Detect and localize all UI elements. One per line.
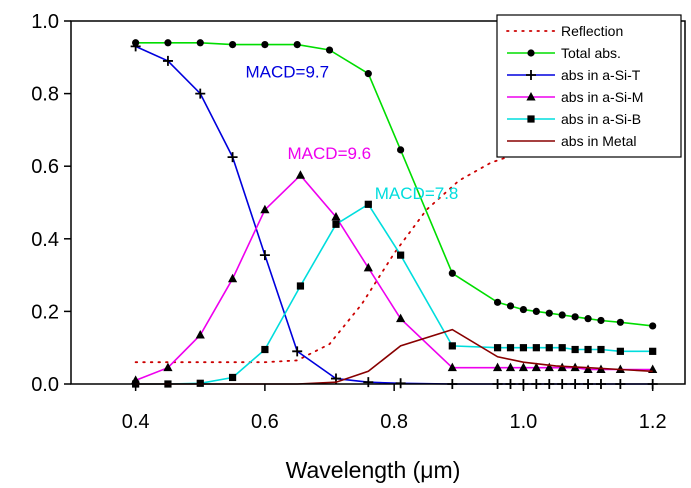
data-point [448,342,456,350]
data-point [545,344,553,352]
data-point [260,204,270,214]
data-point [363,262,373,272]
data-point [447,362,457,372]
series-0 [134,150,525,364]
data-point [506,302,515,310]
data-point [571,345,579,354]
data-point [571,313,579,321]
data-point [616,318,624,326]
data-point [325,46,334,54]
axes-frame [70,20,686,385]
legend-label: abs in a-Si-M [561,89,643,105]
data-point [163,362,173,372]
y-tick-label: 1.0 [31,11,59,33]
x-tick-label: 0.6 [251,411,279,433]
data-point [363,377,374,388]
legend-marker [526,92,536,101]
series-3 [131,170,658,384]
data-point [261,40,269,49]
legend-label: Reflection [561,23,623,39]
data-point [396,313,406,323]
data-point [130,41,141,52]
legend-label: abs in a-Si-B [561,111,641,127]
legend: Reflection Total abs. abs in a-Si-T abs in … [496,14,682,158]
data-point [492,362,503,372]
x-axis-label: Wavelength (μm) [286,457,461,483]
data-point [295,170,306,179]
data-point [364,70,372,78]
data-point [296,282,305,290]
data-point [531,362,541,372]
data-point [195,329,205,339]
data-point [448,269,456,277]
x-tick-label: 0.8 [380,411,408,433]
data-point [519,344,528,352]
data-point [583,364,593,373]
annotation-macd: MACD=7.8 [375,184,459,203]
data-point [505,362,516,372]
data-point [649,347,657,355]
legend-label: abs in a-Si-T [561,67,641,83]
data-point [331,212,341,221]
legend-box [496,14,682,158]
legend-label: abs in Metal [561,133,636,149]
data-point [195,88,206,99]
series-line [134,150,525,364]
y-tick-label: 0.0 [31,374,59,396]
data-point [332,220,340,228]
series-5 [135,328,653,385]
y-tick-label: 0.4 [31,229,59,251]
data-point [493,298,502,306]
data-point [584,345,592,354]
data-point [616,347,624,355]
y-tick-label: 0.2 [31,301,59,323]
axes: 0.4 0.6 0.8 1.0 1.2 0.0 0.2 0.4 0.6 0.8 1.0 [31,11,666,433]
data-point [364,200,372,208]
data-point [259,250,270,261]
x-tick-label: 1.0 [510,411,538,433]
series-4 [132,200,657,388]
data-point [196,39,204,47]
series-1 [132,39,657,330]
legend-marker [527,115,535,123]
data-point [261,345,269,354]
data-point [292,346,303,357]
legend-marker [526,70,536,80]
y-tick-label: 0.8 [31,84,59,106]
data-point [228,373,237,382]
data-point [518,362,529,372]
x-tick-label: 0.4 [122,411,150,433]
data-point [293,40,301,49]
data-point [227,273,238,283]
x-tick-label: 1.2 [639,411,667,433]
data-point [506,344,515,352]
data-point [519,305,528,314]
data-point [558,344,566,352]
y-tick-label: 0.6 [31,156,59,178]
data-point [584,315,592,323]
data-point [597,316,605,325]
data-point [545,309,553,317]
data-point [493,344,502,352]
annotation-macd: MACD=9.6 [288,144,372,163]
data-point [397,251,405,259]
legend-marker [527,49,535,57]
series-line [135,203,653,385]
data-point [532,344,540,352]
data-point [164,39,172,47]
data-point [544,362,554,372]
data-point [228,40,237,49]
data-point [397,146,405,154]
annotations: MACD=9.7 MACD=9.6 MACD=7.8 [246,62,459,203]
data-point [162,55,173,66]
legend-label: Total abs. [561,45,621,61]
data-point [532,307,540,315]
series-line [135,328,653,385]
annotation-macd: MACD=9.7 [246,62,330,81]
data-point [558,311,566,319]
data-point [597,345,605,354]
data-point [649,322,657,330]
data-point [227,152,238,163]
